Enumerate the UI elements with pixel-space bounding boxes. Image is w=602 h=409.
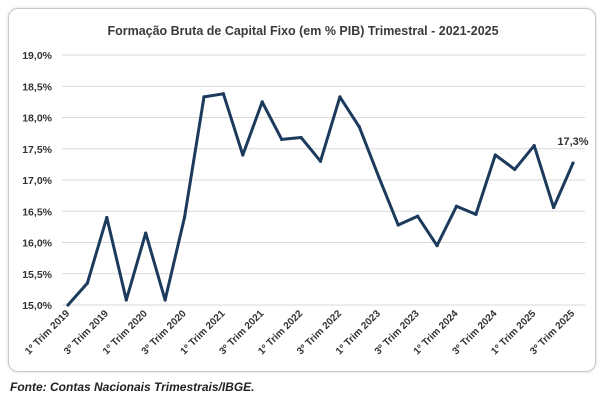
chart-frame — [8, 8, 596, 372]
data-point — [163, 298, 167, 302]
series-layer — [66, 92, 575, 307]
data-point — [357, 125, 361, 129]
fbcf-line-chart: Formação Bruta de Capital Fixo (em % PIB… — [22, 24, 589, 357]
y-tick-label: 15,5% — [22, 269, 52, 281]
data-point — [454, 204, 459, 208]
data-point — [241, 153, 245, 157]
data-point — [532, 144, 536, 148]
data-point — [396, 223, 400, 227]
data-point — [202, 95, 206, 99]
grid-lines — [62, 54, 585, 306]
data-point — [435, 244, 439, 248]
source-note: Fonte: Contas Nacionais Trimestrais/IBGE… — [10, 380, 255, 394]
data-point — [571, 161, 575, 165]
data-point — [551, 205, 556, 210]
data-point — [377, 175, 381, 179]
data-point — [124, 298, 128, 302]
y-tick-label: 17,5% — [22, 144, 52, 156]
data-point — [474, 212, 478, 216]
data-point — [416, 214, 420, 218]
last-value-label: 17,3% — [557, 136, 588, 148]
y-tick-label: 15,0% — [22, 300, 52, 312]
data-point — [144, 231, 148, 235]
data-point — [318, 159, 323, 163]
data-point — [105, 215, 109, 220]
y-tick-label: 16,0% — [22, 238, 52, 250]
y-tick-label: 18,5% — [22, 81, 52, 93]
data-point — [513, 167, 517, 171]
data-point — [66, 303, 70, 307]
y-tick-label: 16,5% — [22, 206, 52, 218]
y-tick-label: 19,0% — [22, 50, 52, 62]
data-point — [182, 215, 187, 220]
data-point — [280, 137, 284, 141]
data-point — [493, 153, 497, 157]
y-tick-label: 18,0% — [22, 113, 52, 125]
chart-title: Formação Bruta de Capital Fixo (em % PIB… — [107, 24, 498, 38]
data-point — [260, 100, 264, 104]
y-axis-ticks: 19,0% 18,5% 18,0% 17,5% 17,0% 16,5% 16,0% 15,5%… — [22, 50, 52, 312]
y-tick-label: 17,0% — [22, 175, 52, 187]
data-point — [299, 135, 303, 140]
data-point — [85, 281, 90, 285]
data-point — [221, 92, 225, 96]
data-point — [338, 95, 342, 99]
